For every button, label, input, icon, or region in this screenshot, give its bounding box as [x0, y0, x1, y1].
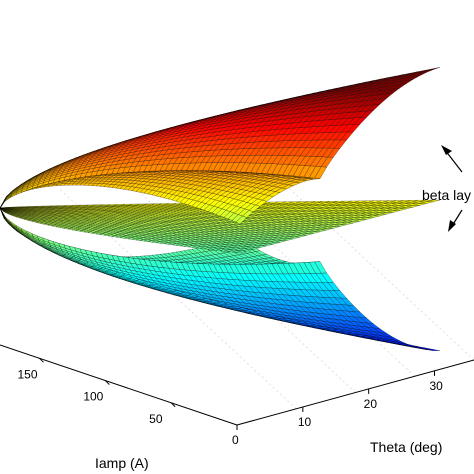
surface-high	[0, 67, 441, 225]
surface-patch	[13, 206, 23, 208]
surface-patch	[42, 205, 52, 207]
grid-line	[236, 139, 474, 361]
grid-line	[58, 188, 297, 410]
surface-patch	[21, 206, 30, 208]
surface-patch	[50, 205, 59, 207]
surface-patch	[28, 206, 38, 207]
surface-layers	[0, 67, 441, 351]
surface-low	[0, 207, 441, 351]
surface-patch	[64, 205, 74, 207]
